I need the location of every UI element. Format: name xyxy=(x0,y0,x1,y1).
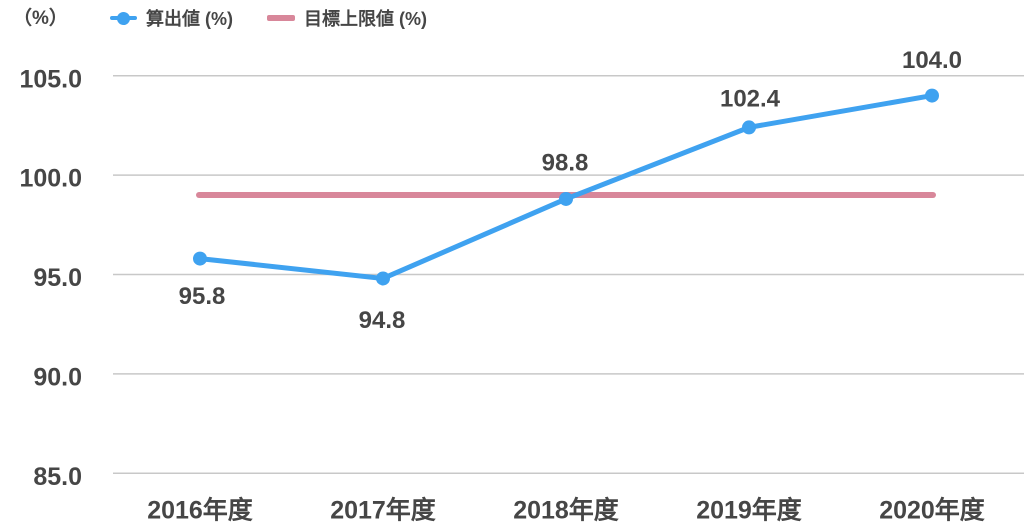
data-point-label: 102.4 xyxy=(720,86,781,113)
legend-item-target-upper-limit: 目標上限値 (%) xyxy=(267,5,427,31)
data-point-label: 104.0 xyxy=(902,47,962,74)
legend-item-calculated-value: 算出値 (%) xyxy=(110,5,233,31)
data-point xyxy=(742,120,756,135)
legend-label-calculated-value: 算出値 (%) xyxy=(146,9,233,29)
x-tick-label: 2016年度 xyxy=(147,496,253,525)
y-tick-label: 95.0 xyxy=(33,264,82,292)
data-point-label: 94.8 xyxy=(359,307,406,334)
y-tick-label: 105.0 xyxy=(19,65,82,93)
legend-label-target-upper-limit: 目標上限値 (%) xyxy=(304,9,427,29)
x-tick-label: 2020年度 xyxy=(879,496,985,525)
y-axis-unit-label: （%） xyxy=(13,8,68,29)
y-tick-label: 90.0 xyxy=(33,364,82,392)
data-point-label: 95.8 xyxy=(179,283,226,310)
line-dot-marker-icon xyxy=(110,11,137,26)
x-tick-label: 2019年度 xyxy=(696,496,802,525)
y-tick-label: 85.0 xyxy=(33,463,82,491)
data-point xyxy=(193,251,207,266)
legend: 算出値 (%) 目標上限値 (%) xyxy=(110,5,427,31)
x-tick-label: 2017年度 xyxy=(330,496,436,525)
data-point-label: 98.8 xyxy=(542,149,589,176)
x-tick-label: 2018年度 xyxy=(513,496,619,525)
series-line xyxy=(197,93,935,281)
data-point xyxy=(376,271,390,286)
data-point xyxy=(559,191,573,206)
data-point xyxy=(925,88,939,103)
y-tick-label: 100.0 xyxy=(19,165,82,193)
line-marker-icon xyxy=(267,15,295,21)
